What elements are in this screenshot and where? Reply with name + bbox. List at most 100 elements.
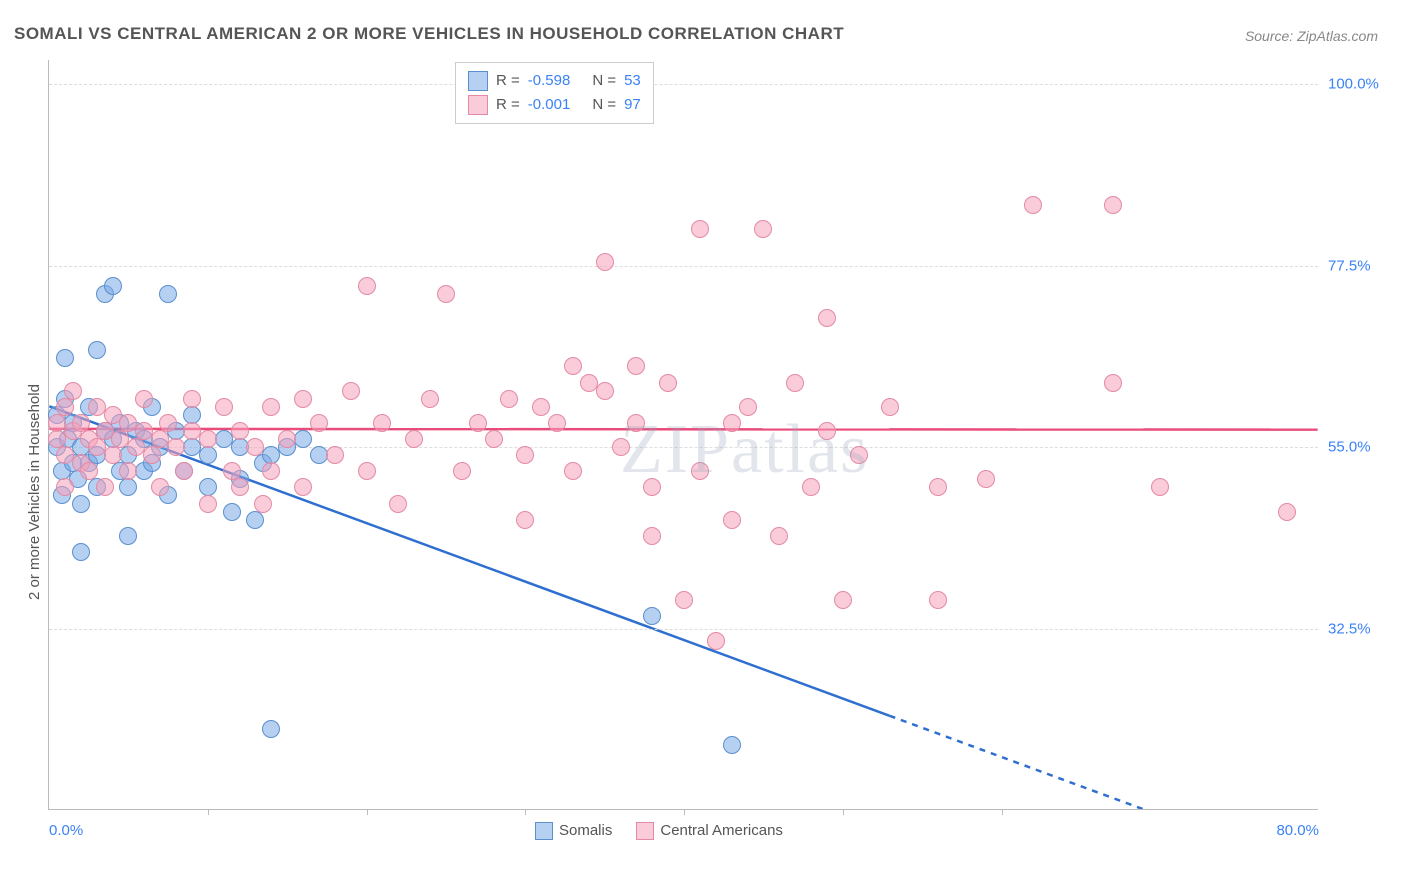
scatter-point <box>596 382 614 400</box>
scatter-point <box>548 414 566 432</box>
legend-stat-row: R = -0.001N = 97 <box>468 93 641 117</box>
x-tick <box>1002 809 1003 815</box>
scatter-point <box>723 414 741 432</box>
series-legend: Somalis Central Americans <box>535 822 783 840</box>
scatter-point <box>56 478 74 496</box>
scatter-point <box>310 414 328 432</box>
scatter-point <box>770 527 788 545</box>
stat-r-value: -0.598 <box>528 69 571 93</box>
scatter-point <box>643 527 661 545</box>
scatter-point <box>437 285 455 303</box>
scatter-point <box>199 446 217 464</box>
scatter-point <box>818 422 836 440</box>
scatter-point <box>739 398 757 416</box>
scatter-point <box>612 438 630 456</box>
scatter-point <box>405 430 423 448</box>
scatter-point <box>72 543 90 561</box>
chart-plot-area: 32.5%55.0%77.5%100.0%0.0%80.0% <box>48 60 1318 810</box>
scatter-point <box>80 462 98 480</box>
scatter-point <box>421 390 439 408</box>
scatter-point <box>56 349 74 367</box>
stat-n-label: N = <box>592 93 616 117</box>
scatter-point <box>151 478 169 496</box>
scatter-point <box>104 277 122 295</box>
scatter-point <box>96 478 114 496</box>
scatter-point <box>104 446 122 464</box>
scatter-point <box>754 220 772 238</box>
legend-series-label: Somalis <box>559 822 612 839</box>
y-tick-label: 77.5% <box>1328 257 1388 274</box>
scatter-point <box>135 390 153 408</box>
scatter-point <box>564 357 582 375</box>
scatter-point <box>723 511 741 529</box>
scatter-point <box>119 478 137 496</box>
scatter-point <box>64 382 82 400</box>
x-tick <box>208 809 209 815</box>
scatter-point <box>143 446 161 464</box>
x-max-label: 80.0% <box>1276 822 1319 839</box>
scatter-point <box>119 462 137 480</box>
scatter-point <box>294 390 312 408</box>
scatter-point <box>199 495 217 513</box>
legend-swatch-icon <box>535 822 553 840</box>
scatter-point <box>1104 196 1122 214</box>
scatter-point <box>929 591 947 609</box>
scatter-point <box>675 591 693 609</box>
scatter-point <box>564 462 582 480</box>
scatter-point <box>659 374 677 392</box>
scatter-point <box>215 398 233 416</box>
legend-swatch-icon <box>468 95 488 115</box>
legend-series-item: Somalis <box>535 822 612 840</box>
scatter-point <box>802 478 820 496</box>
y-tick-label: 32.5% <box>1328 620 1388 637</box>
y-axis-label: 2 or more Vehicles in Household <box>26 384 43 600</box>
scatter-point <box>199 430 217 448</box>
scatter-point <box>516 511 534 529</box>
legend-series-item: Central Americans <box>636 822 783 840</box>
x-tick <box>843 809 844 815</box>
scatter-point <box>119 527 137 545</box>
scatter-point <box>254 495 272 513</box>
scatter-point <box>358 462 376 480</box>
scatter-point <box>56 398 74 416</box>
legend-stat-row: R = -0.598 N = 53 <box>468 69 641 93</box>
x-tick <box>367 809 368 815</box>
scatter-point <box>691 462 709 480</box>
stat-r-label: R = <box>496 69 520 93</box>
scatter-point <box>167 438 185 456</box>
scatter-point <box>453 462 471 480</box>
stat-n-label: N = <box>592 69 616 93</box>
scatter-point <box>183 390 201 408</box>
scatter-point <box>469 414 487 432</box>
scatter-point <box>818 309 836 327</box>
scatter-point <box>88 341 106 359</box>
scatter-point <box>596 253 614 271</box>
scatter-point <box>373 414 391 432</box>
scatter-point <box>929 478 947 496</box>
scatter-point <box>516 446 534 464</box>
scatter-point <box>834 591 852 609</box>
scatter-point <box>246 438 264 456</box>
chart-title: SOMALI VS CENTRAL AMERICAN 2 OR MORE VEH… <box>14 24 844 44</box>
scatter-point <box>850 446 868 464</box>
legend-swatch-icon <box>468 71 488 91</box>
scatter-point <box>278 430 296 448</box>
scatter-point <box>159 414 177 432</box>
correlation-legend: R = -0.598N = 53R = -0.001N = 97 <box>455 62 654 124</box>
scatter-point <box>72 495 90 513</box>
gridline <box>49 84 1318 85</box>
scatter-point <box>159 285 177 303</box>
stat-n-value: 53 <box>624 69 641 93</box>
gridline <box>49 266 1318 267</box>
source-credit: Source: ZipAtlas.com <box>1245 28 1378 44</box>
scatter-point <box>977 470 995 488</box>
scatter-point <box>1104 374 1122 392</box>
stat-r-value: -0.001 <box>528 93 571 117</box>
x-min-label: 0.0% <box>49 822 83 839</box>
scatter-point <box>358 277 376 295</box>
scatter-point <box>500 390 518 408</box>
scatter-point <box>485 430 503 448</box>
scatter-point <box>294 430 312 448</box>
scatter-point <box>326 446 344 464</box>
x-tick <box>525 809 526 815</box>
